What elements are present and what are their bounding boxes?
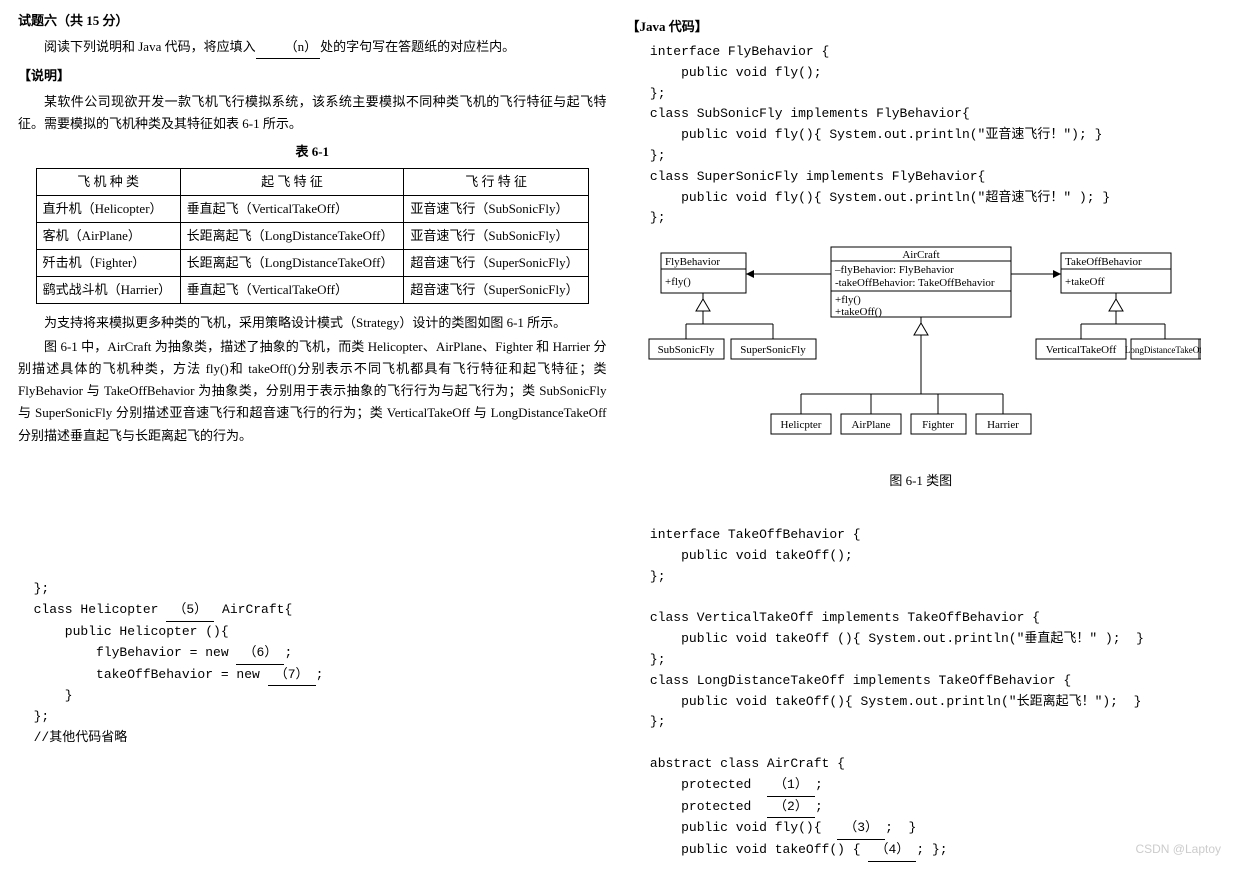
uml-supersonic: SuperSonicFly	[740, 344, 806, 356]
java-code-heading: 【Java 代码】	[627, 16, 1216, 38]
desc-p1: 某软件公司现欲开发一款飞机飞行模拟系统，该系统主要模拟不同种类飞机的飞行特征与起…	[18, 91, 607, 135]
watermark: CSDN @Laptoy	[1135, 839, 1221, 859]
instr-b: 处的字句写在答题纸的对应栏内。	[320, 39, 515, 54]
code-line: };	[18, 709, 49, 724]
instr-a: 阅读下列说明和 Java 代码，将应填入	[44, 39, 256, 54]
code-block-1: interface FlyBehavior { public void fly(…	[627, 42, 1216, 229]
uml-aircraft-title: AirCraft	[902, 249, 939, 261]
code-line: //其他代码省略	[18, 730, 127, 745]
code-line: ;	[284, 645, 292, 660]
table-header-row: 飞 机 种 类 起 飞 特 征 飞 行 特 征	[36, 168, 588, 195]
table-caption: 表 6-1	[18, 141, 607, 163]
question-instruction: 阅读下列说明和 Java 代码，将应填入（n）处的字句写在答题纸的对应栏内。	[18, 36, 607, 59]
uml-har: Harrier	[987, 419, 1019, 431]
uml-aircraft-attr1: -takeOffBehavior: TakeOffBehavior	[835, 277, 995, 289]
blank-7: （7）	[268, 665, 316, 687]
feature-table: 飞 机 种 类 起 飞 特 征 飞 行 特 征 直升机（Helicopter）垂…	[36, 168, 589, 304]
blank-3: （3）	[837, 818, 885, 840]
th-2: 飞 行 特 征	[404, 168, 589, 195]
question-title: 试题六（共 15 分）	[18, 10, 607, 32]
code-line: ;	[815, 799, 823, 814]
table-row: 客机（AirPlane）长距离起飞（LongDistanceTakeOff）亚音…	[36, 222, 588, 249]
code-line: };	[18, 581, 49, 596]
uml-ftr: Fighter	[922, 419, 954, 431]
code-line: public void takeOff() {	[627, 842, 869, 857]
blank-n: （n）	[256, 36, 321, 59]
code-line: interface TakeOffBehavior { public void …	[627, 527, 1144, 771]
code-line: public Helicopter (){	[18, 624, 229, 639]
uml-takebeh-op: +takeOff	[1065, 276, 1105, 288]
table-body: 直升机（Helicopter）垂直起飞（VerticalTakeOff）亚音速飞…	[36, 195, 588, 303]
uml-aircraft-op0: +fly()	[835, 294, 861, 306]
uml-aircraft-attr0: –flyBehavior: FlyBehavior	[834, 264, 954, 276]
blank-1: （1）	[767, 775, 815, 797]
table-row: 歼击机（Fighter）长距离起飞（LongDistanceTakeOff）超音…	[36, 249, 588, 276]
code-line: protected	[627, 799, 767, 814]
code-line: ;	[815, 777, 823, 792]
blank-5: （5）	[166, 600, 214, 622]
th-0: 飞 机 种 类	[36, 168, 180, 195]
uml-takebeh-title: TakeOffBehavior	[1065, 256, 1142, 268]
code-line: ; }	[885, 820, 916, 835]
blank-4: （4）	[868, 840, 916, 862]
code-line: protected	[627, 777, 767, 792]
th-1: 起 飞 特 征	[180, 168, 404, 195]
uml-heli: Helicpter	[780, 419, 821, 431]
blank-2: （2）	[767, 797, 815, 819]
desc-heading: 【说明】	[18, 65, 607, 87]
uml-ldto: LongDistanceTakeOff	[1125, 345, 1201, 355]
code-line: }	[18, 688, 73, 703]
blank-6: （6）	[236, 643, 284, 665]
code-line: ;	[316, 667, 324, 682]
uml-diagram: AirCraft –flyBehavior: FlyBehavior -take…	[627, 239, 1216, 466]
desc-p3: 图 6-1 中，AirCraft 为抽象类，描述了抽象的飞机，而类 Helico…	[18, 336, 607, 446]
uml-air: AirPlane	[851, 419, 890, 431]
code-line: ; };	[916, 842, 947, 857]
uml-flybeh-op: +fly()	[665, 276, 691, 288]
uml-flybehavior: FlyBehavior +fly()	[661, 253, 746, 293]
left-column: 试题六（共 15 分） 阅读下列说明和 Java 代码，将应填入（n）处的字句写…	[8, 10, 617, 883]
code-line: public void fly(){	[627, 820, 838, 835]
code-line: AirCraft{	[214, 602, 292, 617]
uml-takeoffbehavior: TakeOffBehavior +takeOff	[1061, 253, 1171, 293]
uml-aircraft-op1: +takeOff()	[835, 306, 882, 318]
diagram-caption: 图 6-1 类图	[627, 470, 1216, 492]
table-row: 鹞式战斗机（Harrier）垂直起飞（VerticalTakeOff）超音速飞行…	[36, 276, 588, 303]
code-line: takeOffBehavior = new	[18, 667, 268, 682]
uml-vto: VerticalTakeOff	[1046, 344, 1117, 356]
uml-flybeh-title: FlyBehavior	[665, 256, 720, 268]
code-line: class Helicopter	[18, 602, 166, 617]
code-block-2: interface TakeOffBehavior { public void …	[627, 504, 1216, 882]
uml-aircraft: AirCraft –flyBehavior: FlyBehavior -take…	[831, 247, 1011, 318]
desc-p2: 为支持将来模拟更多种类的飞机，采用策略设计模式（Strategy）设计的类图如图…	[18, 312, 607, 334]
table-row: 直升机（Helicopter）垂直起飞（VerticalTakeOff）亚音速飞…	[36, 195, 588, 222]
right-column: 【Java 代码】 interface FlyBehavior { public…	[617, 10, 1226, 883]
uml-subsonic: SubSonicFly	[657, 344, 714, 356]
left-code-block: }; class Helicopter （5） AirCraft{ public…	[18, 559, 607, 770]
code-line: flyBehavior = new	[18, 645, 236, 660]
